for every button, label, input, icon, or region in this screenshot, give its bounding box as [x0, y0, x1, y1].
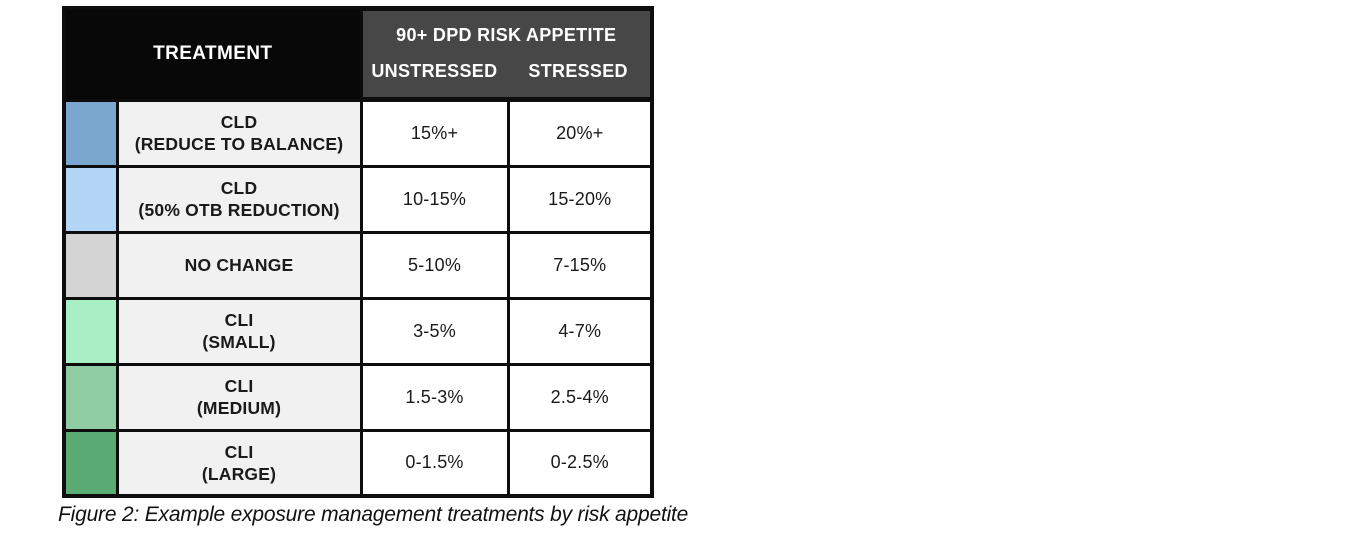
stressed-value-cell: 15-20%: [506, 164, 654, 234]
row-color-swatch: [62, 362, 119, 432]
treatment-label-cell: NO CHANGE: [115, 230, 363, 300]
stressed-value-cell: 2.5-4%: [506, 362, 654, 432]
stressed-column-header: STRESSED: [528, 61, 628, 82]
treatment-label-line1: CLD: [220, 112, 258, 132]
table-header-row: TREATMENT 90+ DPD RISK APPETITE UNSTRESS…: [62, 6, 654, 102]
unstressed-value-cell: 15%+: [359, 98, 510, 168]
row-color-swatch: [62, 296, 119, 366]
treatment-label-line1: CLI: [224, 310, 254, 330]
figure-caption: Figure 2: Example exposure management tr…: [58, 503, 689, 526]
row-color-swatch: [62, 428, 119, 498]
unstressed-value-cell: 3-5%: [359, 296, 510, 366]
treatment-label-line2: (50% OTB REDUCTION): [138, 200, 340, 220]
unstressed-column-header: UNSTRESSED: [371, 61, 498, 82]
table-row-cld-50-otb-reduction: CLD (50% OTB REDUCTION) 10-15% 15-20%: [62, 164, 654, 234]
risk-appetite-header-panel: 90+ DPD RISK APPETITE UNSTRESSED STRESSE…: [362, 11, 651, 98]
treatment-label-line1: CLI: [224, 376, 254, 396]
treatment-label-line1: CLI: [224, 441, 254, 462]
unstressed-value-cell: 10-15%: [359, 164, 510, 234]
stressed-value-cell: 7-15%: [506, 230, 654, 300]
row-color-swatch: [62, 230, 119, 300]
risk-appetite-subheaders: UNSTRESSED STRESSED: [363, 54, 651, 97]
row-color-swatch: [62, 98, 119, 168]
treatment-label-line1: CLD: [220, 178, 258, 198]
treatment-column-header: TREATMENT: [62, 6, 363, 102]
figure-table-wrap: TREATMENT 90+ DPD RISK APPETITE UNSTRESS…: [62, 6, 655, 498]
treatment-label-cell: CLI (MEDIUM): [115, 362, 363, 432]
treatment-label-cell: CLD (50% OTB REDUCTION): [115, 164, 363, 234]
risk-appetite-title: 90+ DPD RISK APPETITE: [396, 25, 617, 46]
table-row-cli-medium: CLI (MEDIUM) 1.5-3% 2.5-4%: [62, 362, 654, 432]
table-row-cli-small: CLI (SMALL) 3-5% 4-7%: [62, 296, 654, 366]
treatment-label-line1: NO CHANGE: [184, 255, 294, 275]
treatment-label-cell: CLI (SMALL): [115, 296, 363, 366]
stressed-value-cell: 20%+: [506, 98, 654, 168]
risk-appetite-column-header: 90+ DPD RISK APPETITE UNSTRESSED STRESSE…: [359, 6, 654, 102]
risk-appetite-table: TREATMENT 90+ DPD RISK APPETITE UNSTRESS…: [62, 6, 655, 498]
row-color-swatch: [62, 164, 119, 234]
table-row-no-change: NO CHANGE 5-10% 7-15%: [62, 230, 654, 300]
treatment-label-line2: (MEDIUM): [196, 398, 282, 418]
unstressed-value-cell: 0-1.5%: [359, 428, 510, 498]
stressed-value-cell: 0-2.5%: [506, 428, 654, 498]
stressed-value-cell: 4-7%: [506, 296, 654, 366]
table-row-cld-reduce-to-balance: CLD (REDUCE TO BALANCE) 15%+ 20%+: [62, 98, 654, 168]
treatment-label-line2: (REDUCE TO BALANCE): [134, 134, 344, 154]
treatment-label-line2: (LARGE): [201, 463, 277, 484]
treatment-label-cell: CLD (REDUCE TO BALANCE): [115, 98, 363, 168]
treatment-label-line2: (SMALL): [202, 332, 276, 352]
unstressed-value-cell: 5-10%: [359, 230, 510, 300]
unstressed-value-cell: 1.5-3%: [359, 362, 510, 432]
table-row-cli-large: CLI (LARGE) 0-1.5% 0-2.5%: [62, 428, 654, 498]
treatment-label-cell: CLI (LARGE): [115, 428, 363, 498]
